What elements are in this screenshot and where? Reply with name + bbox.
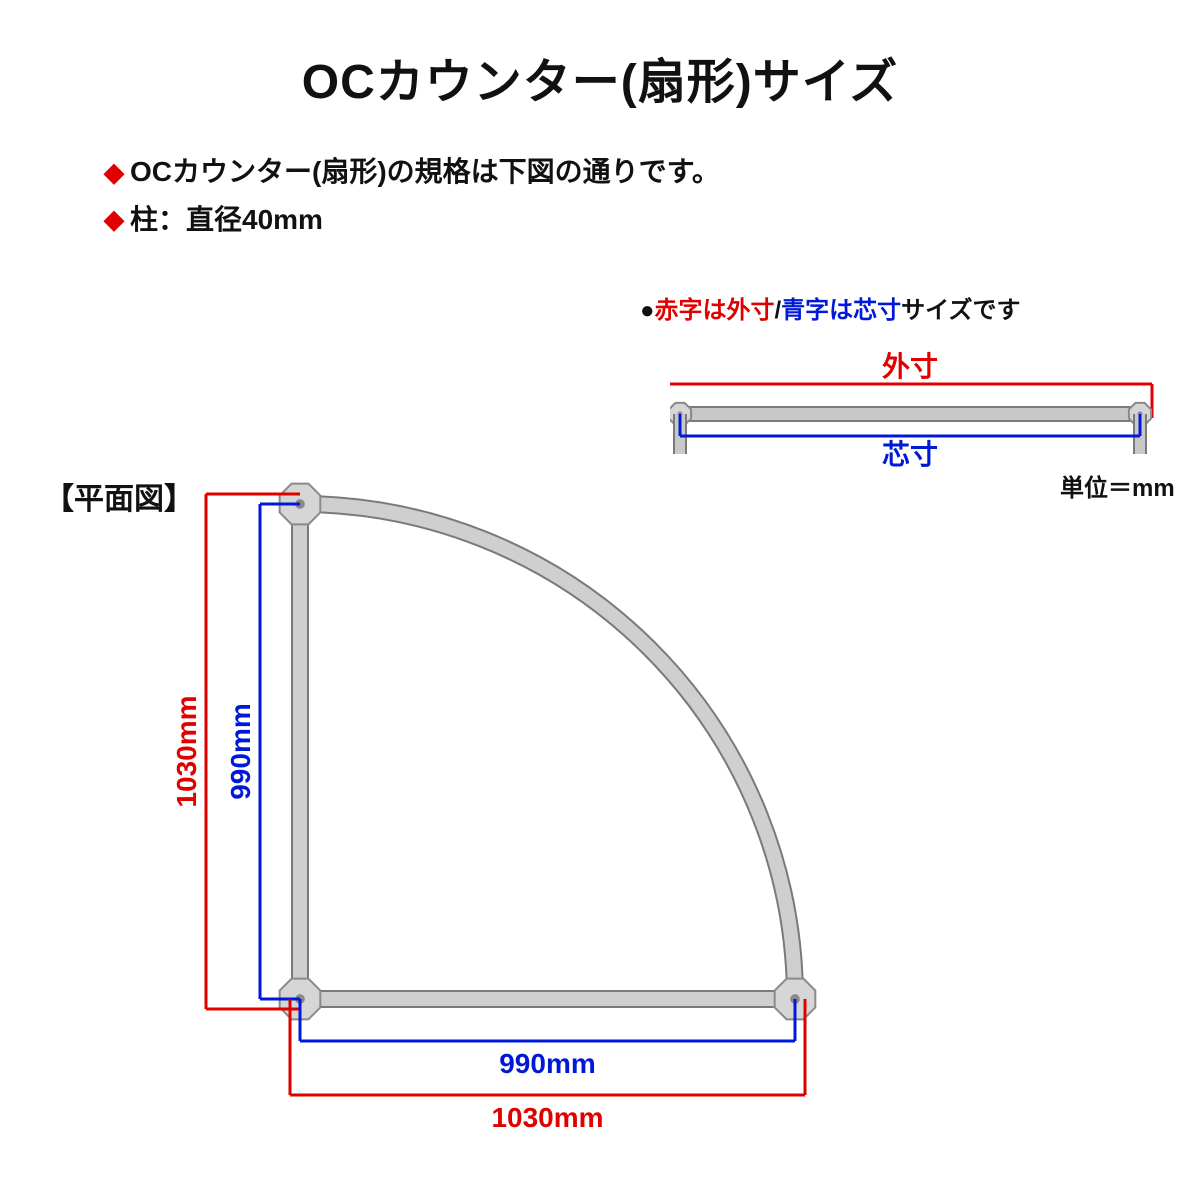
rail-arc	[300, 504, 795, 999]
svg-text:1030mm: 1030mm	[491, 1102, 603, 1133]
svg-text:990mm: 990mm	[225, 703, 256, 800]
dim-core-horizontal: 990mm	[300, 999, 795, 1079]
svg-text:1030mm: 1030mm	[171, 695, 202, 807]
plan-diagram: 990mm 1030mm 990mm 1030mm	[0, 0, 1200, 1200]
svg-text:990mm: 990mm	[499, 1048, 596, 1079]
dim-core-vertical: 990mm	[225, 504, 300, 999]
